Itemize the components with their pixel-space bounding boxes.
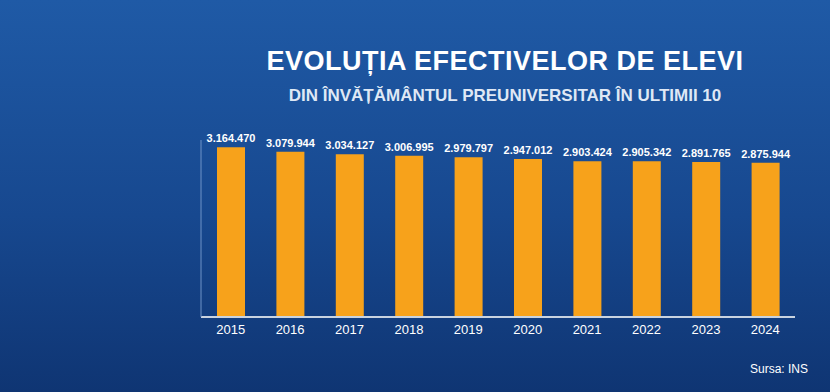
html-text:EVOLUȚIA EFECTIVELOR DE ELEVI: EVOLUȚIA EFECTIVELOR DE ELEVI: [266, 46, 744, 76]
svg-text:2016: 2016: [276, 322, 305, 337]
svg-text:2018: 2018: [394, 322, 423, 337]
svg-text:2021: 2021: [573, 322, 602, 337]
svg-text:2019: 2019: [454, 322, 483, 337]
html-text:DIN ÎNVĂȚĂMÂNTUL PREUNIVERSITA: DIN ÎNVĂȚĂMÂNTUL PREUNIVERSITAR ÎN ULTIM…: [288, 86, 722, 105]
svg-text:2.947.012: 2.947.012: [504, 144, 553, 156]
svg-text:2015: 2015: [216, 322, 245, 337]
svg-text:2022: 2022: [632, 322, 661, 337]
svg-text:2.875.944: 2.875.944: [741, 148, 791, 160]
svg-text:3.079.944: 3.079.944: [266, 137, 316, 149]
svg-text:2020: 2020: [513, 322, 542, 337]
svg-text:2.891.765: 2.891.765: [682, 147, 731, 159]
svg-text:2.905.342: 2.905.342: [622, 146, 671, 158]
svg-text:3.006.995: 3.006.995: [385, 141, 434, 153]
svg-text:2023: 2023: [691, 322, 720, 337]
svg-text:2.979.797: 2.979.797: [444, 142, 493, 154]
svg-text:2.903.424: 2.903.424: [563, 146, 613, 158]
svg-text:2017: 2017: [335, 322, 364, 337]
svg-text:3.164.470: 3.164.470: [207, 132, 256, 144]
svg-text:2024: 2024: [751, 322, 780, 337]
svg-text:3.034.127: 3.034.127: [325, 139, 374, 151]
html-text:Sursa: INS: Sursa: INS: [750, 362, 808, 376]
